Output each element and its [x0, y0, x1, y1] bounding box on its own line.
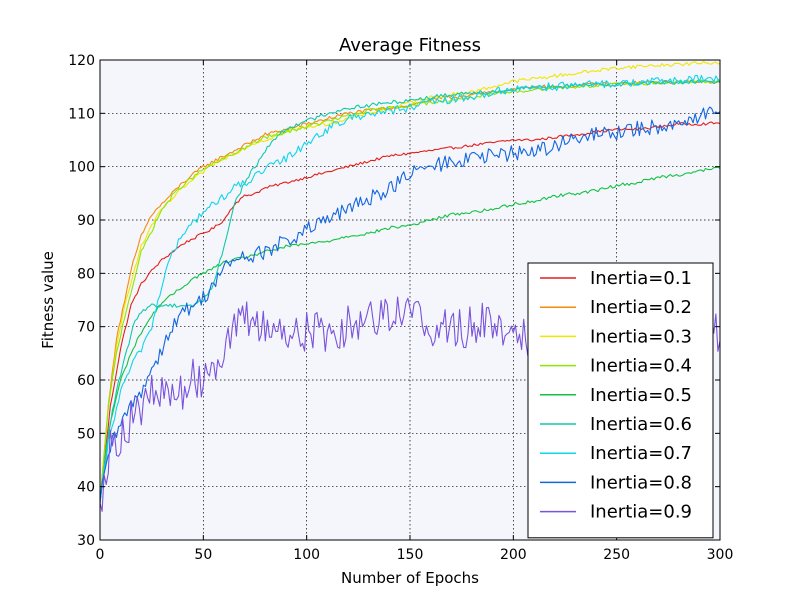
- series-line-5: [100, 166, 720, 503]
- legend-label-1: Inertia=0.1: [590, 268, 692, 289]
- y-tick-label: 40: [77, 480, 95, 496]
- series-line-1: [100, 121, 720, 503]
- x-tick-label: 300: [707, 547, 734, 563]
- legend-label-7: Inertia=0.7: [590, 443, 692, 464]
- x-tick-label: 250: [603, 547, 630, 563]
- legend-label-8: Inertia=0.8: [590, 472, 692, 493]
- legend-label-6: Inertia=0.6: [590, 414, 692, 435]
- x-tick-label: 0: [96, 547, 105, 563]
- legend: Inertia=0.1 Inertia=0.2 Inertia=0.3 Inertia…: [527, 262, 714, 539]
- legend-label-3: Inertia=0.3: [590, 326, 692, 347]
- series-line-7: [100, 74, 720, 503]
- y-tick-label: 110: [68, 106, 95, 122]
- y-tick-label: 30: [77, 533, 95, 549]
- x-axis-label: Number of Epochs: [341, 569, 479, 587]
- y-tick-label: 100: [68, 160, 95, 176]
- x-tick-label: 100: [293, 547, 320, 563]
- legend-label-9: Inertia=0.9: [590, 502, 692, 523]
- y-tick-label: 80: [77, 266, 95, 282]
- series-line-3: [100, 60, 720, 503]
- y-tick-label: 70: [77, 320, 95, 336]
- x-tick-label: 200: [500, 547, 527, 563]
- legend-label-2: Inertia=0.2: [590, 297, 692, 318]
- series-line-8: [100, 106, 720, 503]
- chart-title: Average Fitness: [339, 35, 481, 56]
- y-tick-label: 120: [68, 53, 95, 69]
- series-line-4: [100, 79, 720, 503]
- y-tick-label: 60: [77, 373, 95, 389]
- y-axis-label: Fitness value: [39, 251, 57, 349]
- legend-box: [527, 262, 714, 539]
- legend-label-5: Inertia=0.5: [590, 385, 692, 406]
- series-line-6: [100, 79, 720, 503]
- x-tick-label: 150: [397, 547, 424, 563]
- legend-label-4: Inertia=0.4: [590, 356, 692, 377]
- y-tick-label: 90: [77, 213, 95, 229]
- y-tick-label: 50: [77, 426, 95, 442]
- x-tick-label: 50: [194, 547, 212, 563]
